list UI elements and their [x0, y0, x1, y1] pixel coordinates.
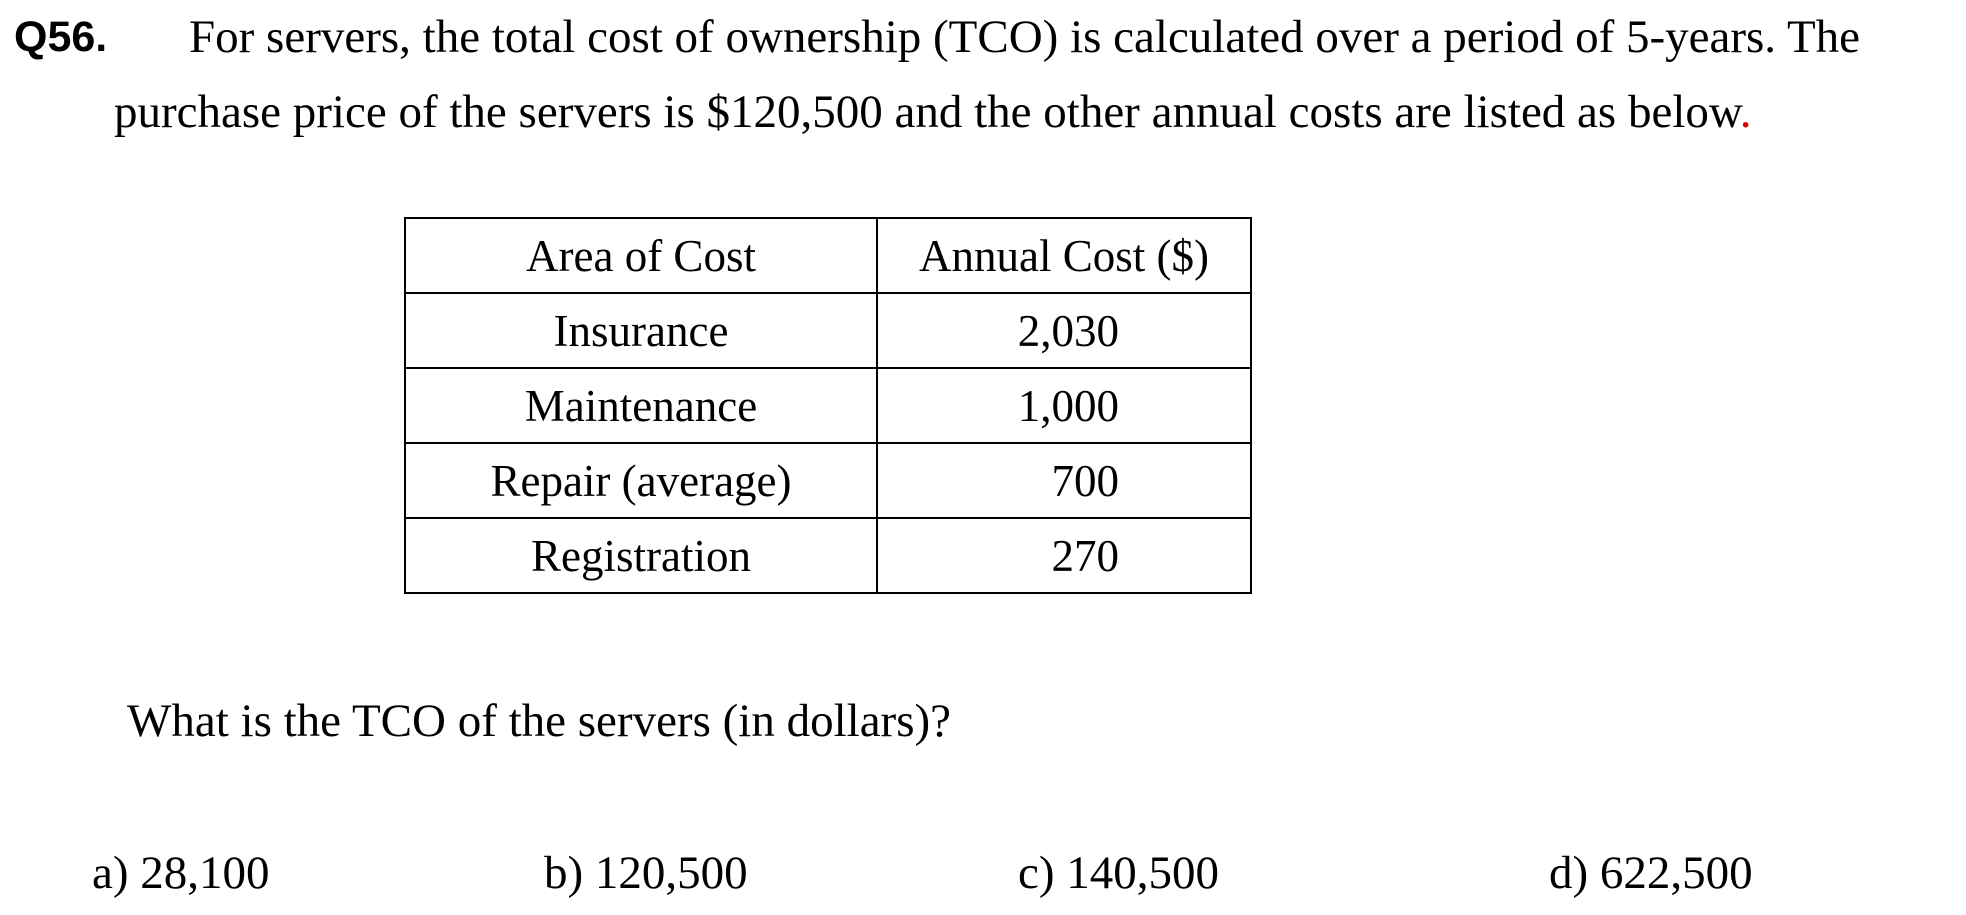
table-header-cost: Annual Cost ($): [876, 217, 1252, 294]
option-a[interactable]: a) 28,100: [92, 847, 270, 899]
table-cell-cost: 2,030: [876, 292, 1252, 369]
question-stem-line-2: purchase price of the servers is $120,50…: [114, 84, 1752, 140]
table-cell-cost: 700: [876, 442, 1252, 519]
table-header-area: Area of Cost: [404, 217, 878, 294]
table-cell-area: Insurance: [404, 292, 878, 369]
table-cell-cost: 270: [876, 517, 1252, 594]
option-d[interactable]: d) 622,500: [1549, 847, 1753, 899]
table-cell-area: Maintenance: [404, 367, 878, 444]
table-row: Insurance 2,030: [404, 292, 1252, 369]
question-stem-line-2-text: purchase price of the servers is $120,50…: [114, 86, 1740, 138]
question-stem-line-1: For servers, the total cost of ownership…: [189, 11, 1861, 63]
question-stem-end-mark: .: [1739, 86, 1752, 138]
table-row: Maintenance 1,000: [404, 367, 1252, 444]
table-header-row: Area of Cost Annual Cost ($): [404, 217, 1252, 294]
option-c[interactable]: c) 140,500: [1018, 847, 1220, 899]
question-prompt: What is the TCO of the servers (in dolla…: [127, 695, 952, 747]
option-b[interactable]: b) 120,500: [544, 847, 748, 899]
question-number: Q56.: [14, 13, 108, 61]
annual-cost-table: Area of Cost Annual Cost ($) Insurance 2…: [404, 217, 1252, 594]
table-row: Repair (average) 700: [404, 442, 1252, 519]
table-cell-area: Registration: [404, 517, 878, 594]
table-cell-area: Repair (average): [404, 442, 878, 519]
table-cell-cost: 1,000: [876, 367, 1252, 444]
table-row: Registration 270: [404, 517, 1252, 594]
